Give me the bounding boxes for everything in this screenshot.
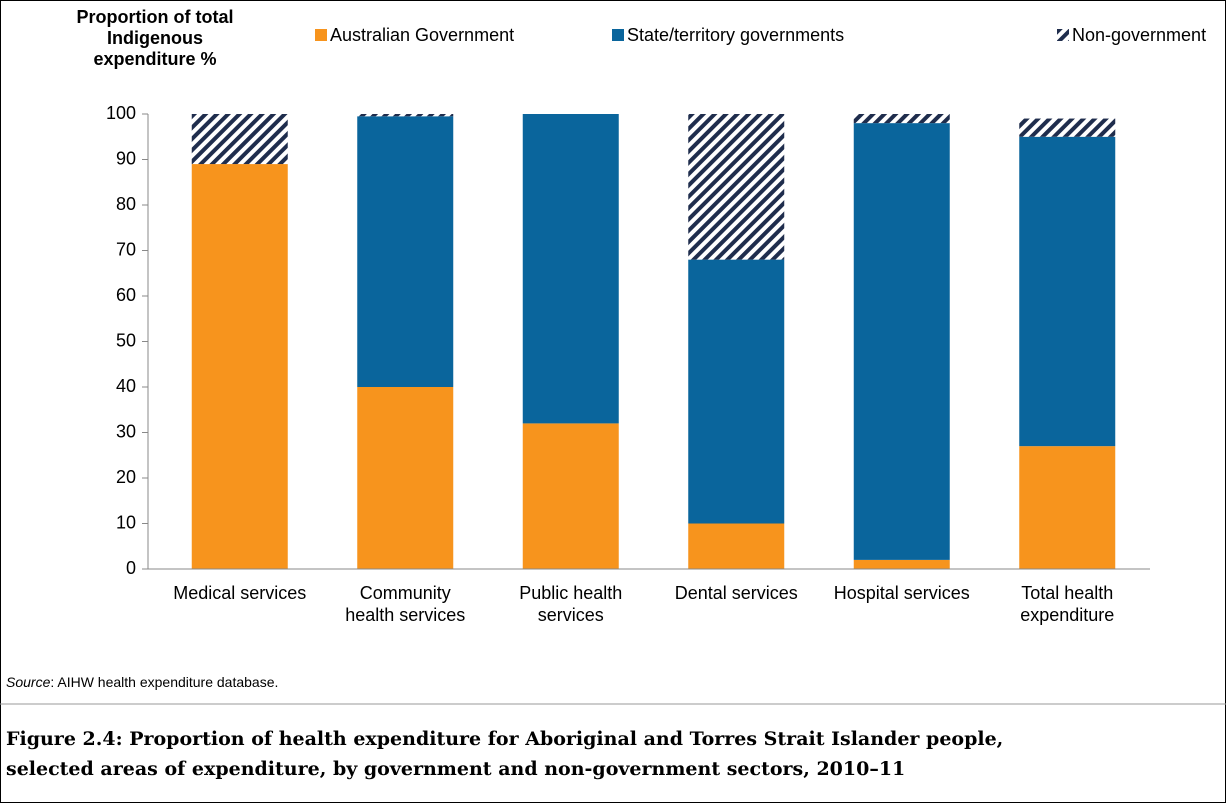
bar-segment <box>688 523 785 569</box>
bar-segment <box>853 123 950 560</box>
y-tick-label: 100 <box>106 103 136 123</box>
x-tick-label: expenditure <box>1020 605 1114 625</box>
bar-segment <box>191 164 288 570</box>
y-tick-label: 10 <box>116 512 136 532</box>
bar-segment <box>1019 136 1116 447</box>
source: Source: AIHW health expenditure database… <box>6 674 278 690</box>
x-tick-label: Community <box>360 583 451 603</box>
x-tick-label: health services <box>345 605 465 625</box>
caption: Figure 2.4: Proportion of health expendi… <box>6 728 1003 750</box>
y-tick-label: 50 <box>116 330 136 350</box>
y-tick-label: 60 <box>116 285 136 305</box>
y-axis-title: expenditure % <box>93 49 216 69</box>
x-tick-label: Hospital services <box>834 583 970 603</box>
bar-segment <box>1019 118 1116 137</box>
y-tick-label: 20 <box>116 467 136 487</box>
bar-segment <box>191 114 288 165</box>
bar-segment <box>357 114 454 117</box>
y-tick-label: 90 <box>116 148 136 168</box>
legend-swatch <box>612 29 624 41</box>
bar-segment <box>853 559 950 569</box>
x-tick-label: Medical services <box>173 583 306 603</box>
bar-segment <box>522 114 619 424</box>
x-tick-label: Public health <box>519 583 622 603</box>
y-axis-title: Proportion of total <box>77 7 234 27</box>
x-tick-label: services <box>538 605 604 625</box>
y-axis-title: Indigenous <box>107 28 203 48</box>
bar-segment <box>357 116 454 388</box>
y-tick-label: 80 <box>116 194 136 214</box>
legend-label: Australian Government <box>330 25 514 45</box>
y-tick-label: 30 <box>116 421 136 441</box>
x-tick-label: Total health <box>1021 583 1113 603</box>
bar-segment <box>522 423 619 569</box>
y-tick-label: 40 <box>116 376 136 396</box>
caption: selected areas of expenditure, by govern… <box>6 758 905 780</box>
legend-swatch <box>315 29 327 41</box>
bar-segment <box>1019 446 1116 569</box>
bar-segment <box>688 114 785 260</box>
legend-label: State/territory governments <box>627 25 844 45</box>
x-tick-label: Dental services <box>675 583 798 603</box>
source-text: : AIHW health expenditure database. <box>50 674 278 690</box>
bar-segment <box>357 387 454 569</box>
bar-segment <box>853 114 950 124</box>
y-tick-label: 0 <box>126 558 136 578</box>
bar-segment <box>688 259 785 524</box>
y-tick-label: 70 <box>116 239 136 259</box>
legend-label: Non-government <box>1072 25 1206 45</box>
legend-swatch <box>1057 29 1069 41</box>
source-label: Source <box>6 674 51 690</box>
